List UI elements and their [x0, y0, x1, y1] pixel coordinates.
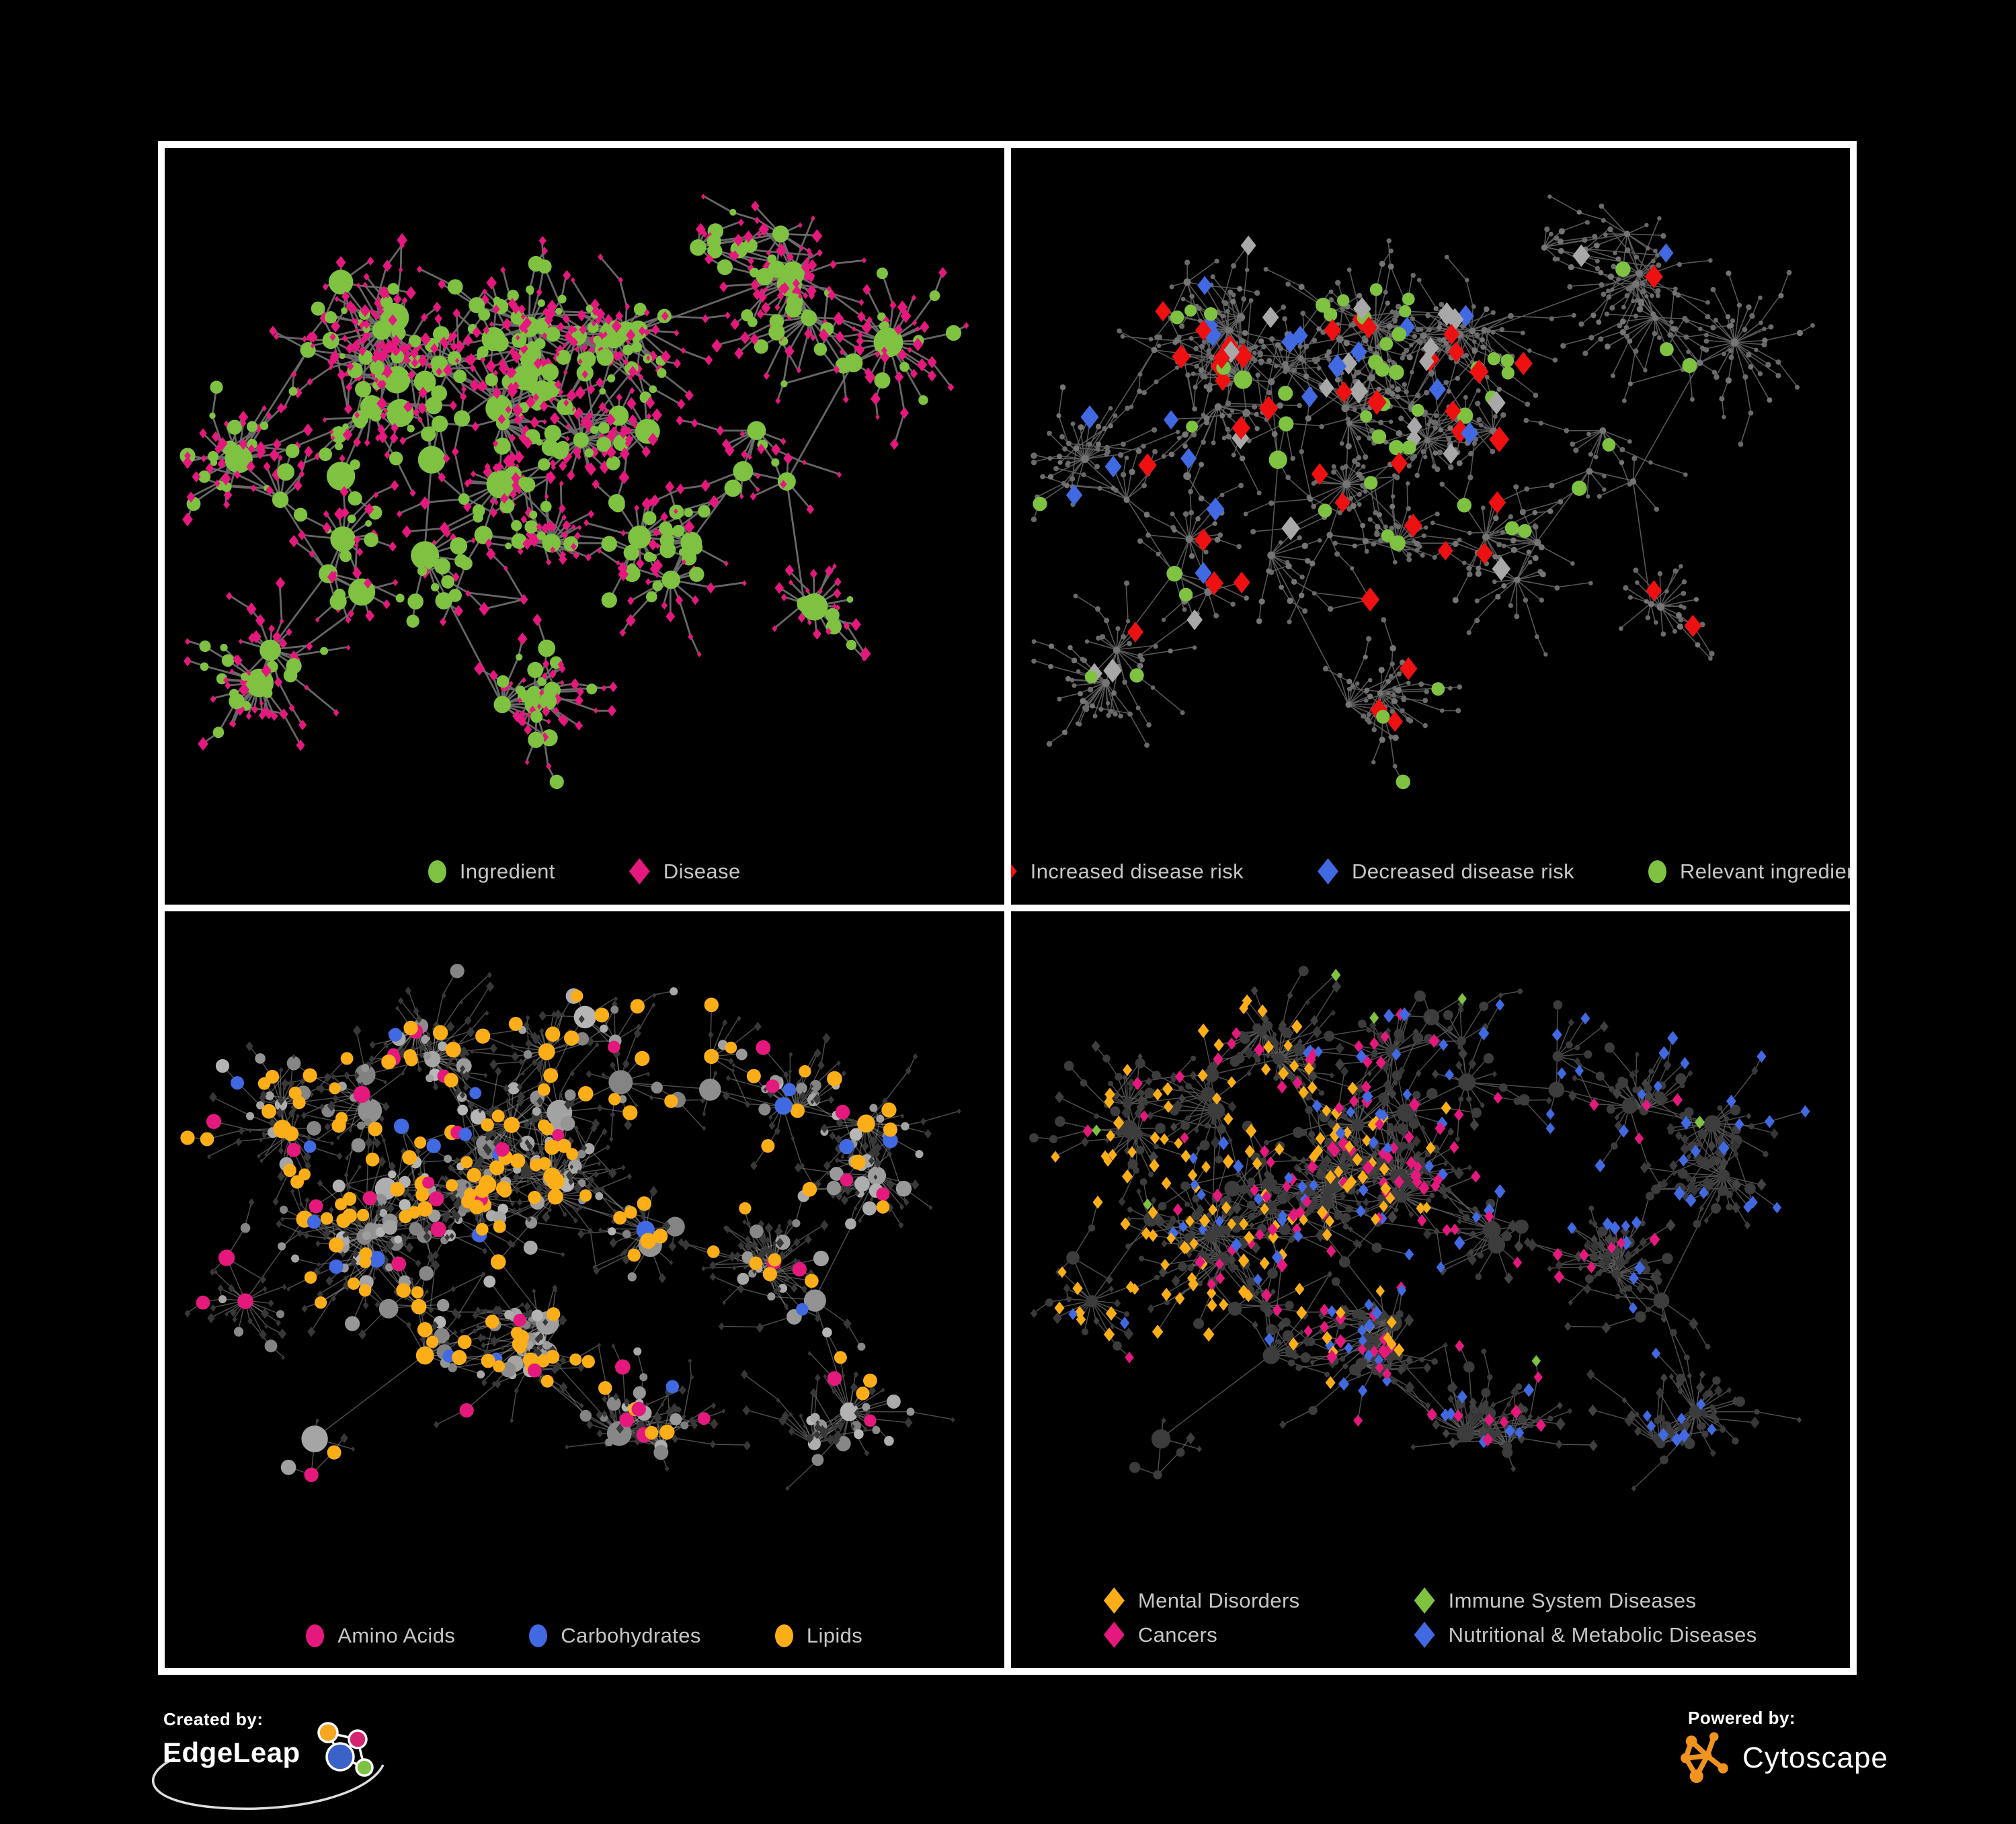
legend-marker-diamond: [629, 858, 650, 884]
legend-item: Increased disease risk: [1008, 858, 1244, 884]
legend-marker-diamond: [1104, 1587, 1125, 1614]
legend-marker-diamond: [1104, 1622, 1125, 1648]
legend-marker-diamond: [1414, 1587, 1435, 1614]
legend: Mental Disorders Immune System Diseases Ca…: [1011, 1587, 1851, 1648]
legend-item: Decreased disease risk: [1318, 858, 1574, 884]
legend-item: Relevant ingredient: [1648, 860, 1853, 884]
cytoscape-network-icon: [1678, 1729, 1734, 1788]
edgeleap-wordmark: EdgeLeap: [163, 1737, 300, 1769]
legend-item: Ingredient: [428, 860, 555, 884]
panel-nutrient-class-network: Amino Acids Carbohydrates Lipids: [161, 908, 1008, 1671]
edgeleap-network-icon: [300, 1718, 387, 1793]
network-graph: [165, 911, 1004, 1593]
legend-label: Cancers: [1138, 1623, 1217, 1647]
legend-marker-diamond: [1414, 1622, 1435, 1648]
legend: Ingredient Disease: [165, 858, 1004, 884]
cytoscape-wordmark: Cytoscape: [1742, 1741, 1888, 1775]
legend-item: Carbohydrates: [529, 1624, 701, 1648]
network-graph: [1011, 148, 1851, 829]
legend-label: Increased disease risk: [1031, 860, 1244, 884]
edgeleap-logo: EdgeLeap: [160, 1727, 510, 1815]
legend-label: Disease: [663, 860, 741, 884]
panel-disease-category-network: Mental Disorders Immune System Diseases Ca…: [1008, 908, 1854, 1671]
legend-item: Mental Disorders: [1104, 1587, 1300, 1614]
legend-marker-circle: [306, 1624, 324, 1647]
legend: Amino Acids Carbohydrates Lipids: [165, 1624, 1004, 1648]
legend-marker-diamond: [1318, 858, 1338, 884]
legend-label: Ingredient: [460, 860, 555, 884]
legend-marker-circle: [775, 1624, 793, 1647]
legend-label: Immune System Diseases: [1449, 1589, 1697, 1613]
legend-label: Relevant ingredient: [1680, 860, 1853, 884]
panel-ingredient-disease-network: Ingredient Disease: [161, 144, 1008, 908]
legend-label: Nutritional & Metabolic Diseases: [1449, 1623, 1757, 1647]
legend-marker-circle: [428, 860, 446, 883]
legend-marker-circle: [529, 1624, 547, 1647]
legend-item: Cancers: [1104, 1622, 1217, 1648]
legend-label: Mental Disorders: [1138, 1589, 1300, 1613]
legend-item: Lipids: [775, 1624, 862, 1648]
legend-label: Amino Acids: [337, 1624, 455, 1648]
legend-label: Carbohydrates: [561, 1624, 701, 1648]
panel-disease-risk-network: Increased disease risk Decreased disease …: [1008, 144, 1854, 908]
figure-grid: Ingredient Disease Increased disease risk…: [158, 141, 1857, 1675]
powered-by-label: Powered by:: [1688, 1708, 1796, 1729]
legend-item: Disease: [629, 858, 741, 884]
cytoscape-logo: Cytoscape: [1678, 1729, 1888, 1788]
network-graph: [1011, 911, 1851, 1593]
legend-marker-circle: [1648, 860, 1666, 883]
legend: Increased disease risk Decreased disease …: [1011, 858, 1851, 884]
legend-label: Decreased disease risk: [1352, 860, 1574, 884]
legend-marker-diamond: [1008, 858, 1017, 884]
legend-item: Amino Acids: [306, 1624, 455, 1648]
legend-label: Lipids: [807, 1624, 862, 1648]
legend-item: Nutritional & Metabolic Diseases: [1414, 1622, 1757, 1648]
network-graph: [165, 148, 1004, 829]
legend-item: Immune System Diseases: [1414, 1587, 1697, 1614]
